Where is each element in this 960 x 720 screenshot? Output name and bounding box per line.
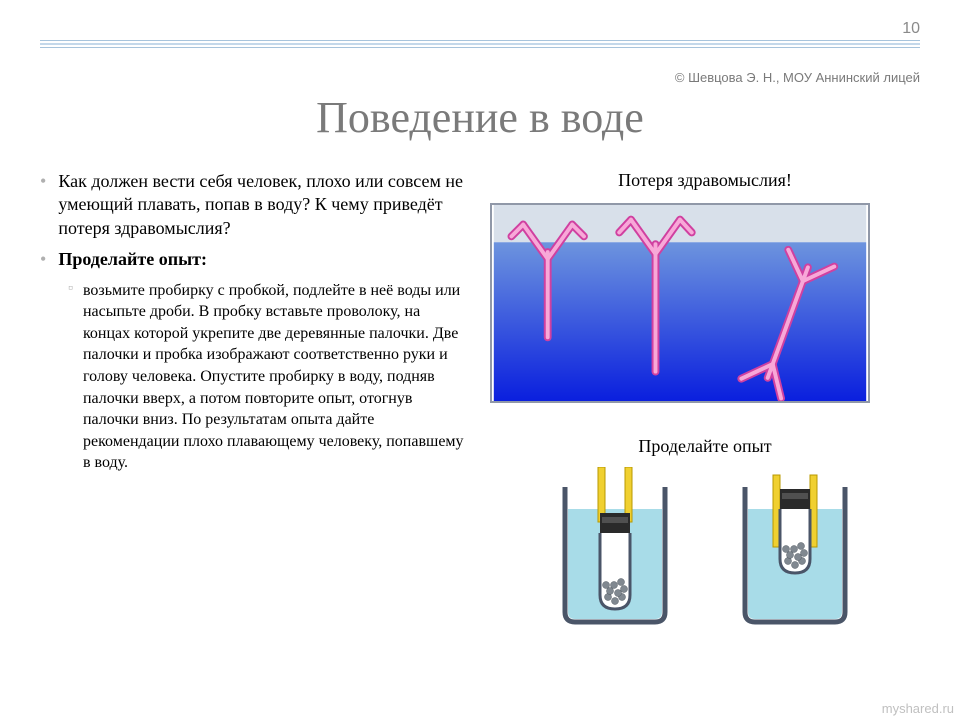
question-text: Как должен вести себя человек, плохо или… bbox=[58, 170, 470, 240]
beaker-sticks-down bbox=[730, 467, 860, 627]
decorative-border bbox=[40, 40, 920, 48]
sub-bullet: возьмите пробирку с пробкой, подлейте в … bbox=[68, 280, 470, 474]
drowning-diagram bbox=[490, 203, 870, 403]
bullet-instruction: Проделайте опыт: bbox=[40, 248, 470, 271]
watermark: myshared.ru bbox=[882, 701, 954, 716]
page-number: 10 bbox=[902, 20, 920, 38]
copyright-text: © Шевцова Э. Н., МОУ Аннинский лицей bbox=[675, 70, 920, 85]
right-column: Потеря здравомыслия! bbox=[490, 170, 920, 627]
slide-title: Поведение в воде bbox=[0, 92, 960, 143]
content-area: Как должен вести себя человек, плохо или… bbox=[40, 170, 960, 627]
experiment-diagram bbox=[490, 467, 920, 627]
bullet-question: Как должен вести себя человек, плохо или… bbox=[40, 170, 470, 240]
instruction-text: Проделайте опыт: bbox=[58, 248, 207, 271]
slide: 10 © Шевцова Э. Н., МОУ Аннинский лицей … bbox=[0, 0, 960, 720]
left-column: Как должен вести себя человек, плохо или… bbox=[40, 170, 470, 627]
diagram2-caption: Проделайте опыт bbox=[490, 436, 920, 457]
beaker-sticks-up bbox=[550, 467, 680, 627]
diagram1-caption: Потеря здравомыслия! bbox=[490, 170, 920, 191]
sub-text: возьмите пробирку с пробкой, подлейте в … bbox=[83, 280, 470, 474]
